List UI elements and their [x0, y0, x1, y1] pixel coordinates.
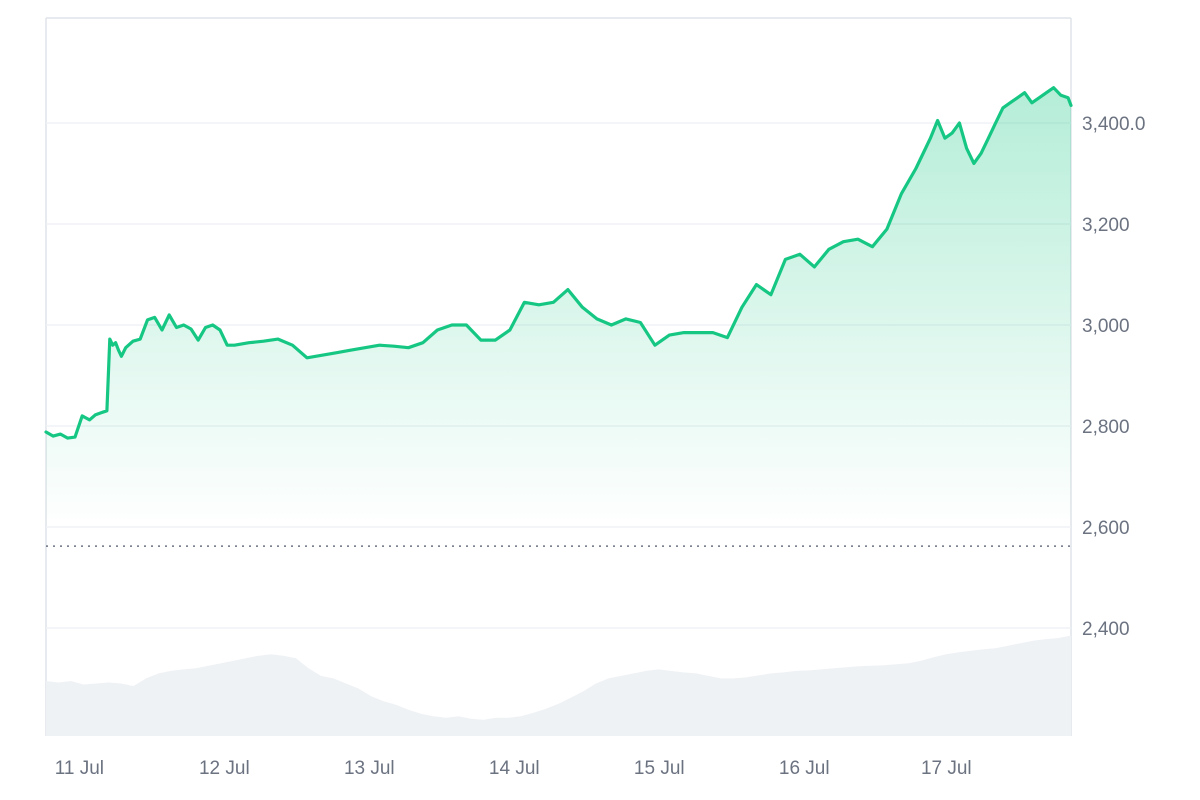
x-tick-label: 13 Jul [344, 758, 395, 779]
price-area [46, 87, 1071, 529]
x-tick-label: 15 Jul [634, 758, 685, 779]
x-tick-label: 16 Jul [779, 758, 830, 779]
y-tick-label: 2,600 [1082, 518, 1130, 539]
y-tick-label: 3,400.0 [1082, 114, 1145, 135]
price-line [44, 86, 1073, 440]
y-tick-label: 2,800 [1082, 417, 1130, 438]
x-tick-label: 12 Jul [199, 758, 250, 779]
y-tick-label: 3,200 [1082, 215, 1130, 236]
y-tick-label: 2,400 [1082, 619, 1130, 640]
volume-area [46, 635, 1071, 736]
x-tick-label: 17 Jul [921, 758, 972, 779]
x-tick-label: 14 Jul [489, 758, 540, 779]
x-tick-label: 11 Jul [55, 758, 104, 779]
y-tick-label: 3,000 [1082, 316, 1130, 337]
